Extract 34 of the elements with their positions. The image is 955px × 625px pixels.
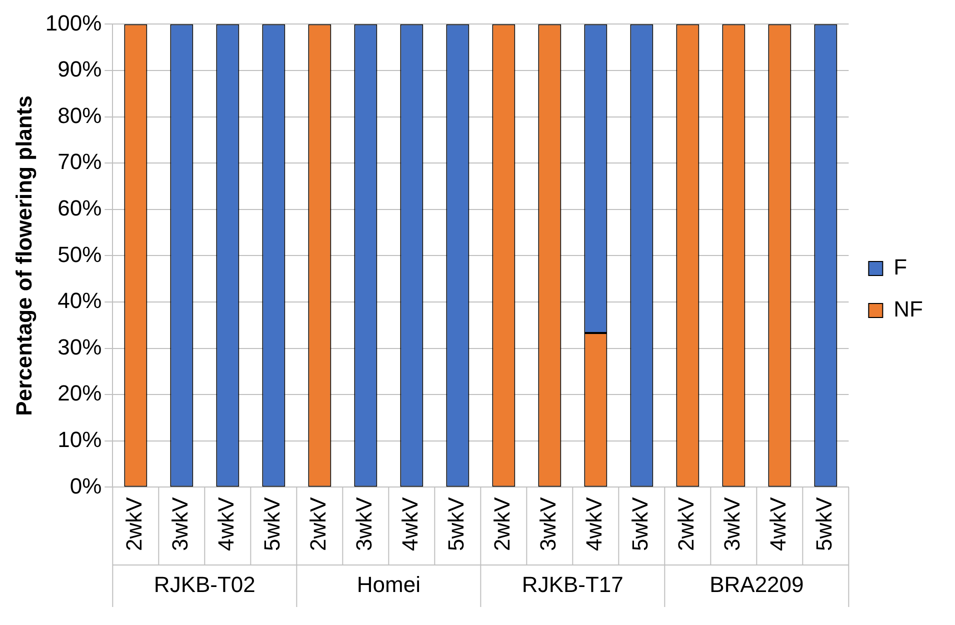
x-tick-label: 5wkV: [444, 496, 469, 551]
y-tick-label: 10%: [58, 426, 102, 452]
x-tick-label: 4wkV: [398, 496, 423, 551]
y-tick-label: 0%: [70, 473, 102, 498]
y-tick-label: 80%: [58, 102, 102, 128]
text: RJKB-T17: [522, 572, 624, 598]
legend-label: NF: [894, 296, 923, 322]
x-tick-label: 4wkV: [582, 496, 607, 551]
y-tick-label: 40%: [58, 288, 102, 314]
x-tick-label: 3wkV: [536, 496, 561, 551]
legend-label: F: [894, 254, 908, 280]
x-tick-label: 4wkV: [766, 496, 791, 551]
x-tick-label: 3wkV: [352, 496, 377, 551]
x-tick-label: 5wkV: [812, 496, 837, 551]
x-tick-label: 4wkV: [214, 496, 239, 551]
y-tick-label: 70%: [58, 149, 102, 174]
y-tick-label: 20%: [58, 380, 102, 406]
text: BRA2209: [710, 572, 804, 598]
x-tick-label: 5wkV: [628, 496, 653, 551]
x-tick-label: 2wkV: [674, 496, 699, 551]
y-tick-label: 60%: [58, 195, 102, 220]
text: Homei: [356, 572, 420, 598]
x-tick-label: 3wkV: [720, 496, 745, 551]
y-tick-label: 30%: [58, 334, 102, 360]
y-axis-title: Percentage of flowering plants: [11, 96, 36, 416]
x-tick-label: 2wkV: [122, 496, 147, 551]
y-tick-label: 100%: [45, 10, 102, 36]
x-tick-label: 2wkV: [490, 496, 515, 551]
text: RJKB-T02: [154, 572, 256, 598]
y-tick-label: 90%: [58, 56, 102, 82]
x-tick-label: 5wkV: [260, 496, 285, 551]
x-tick-label: 2wkV: [306, 496, 331, 551]
x-tick-label: 3wkV: [168, 496, 193, 551]
y-tick-label: 50%: [58, 242, 102, 267]
